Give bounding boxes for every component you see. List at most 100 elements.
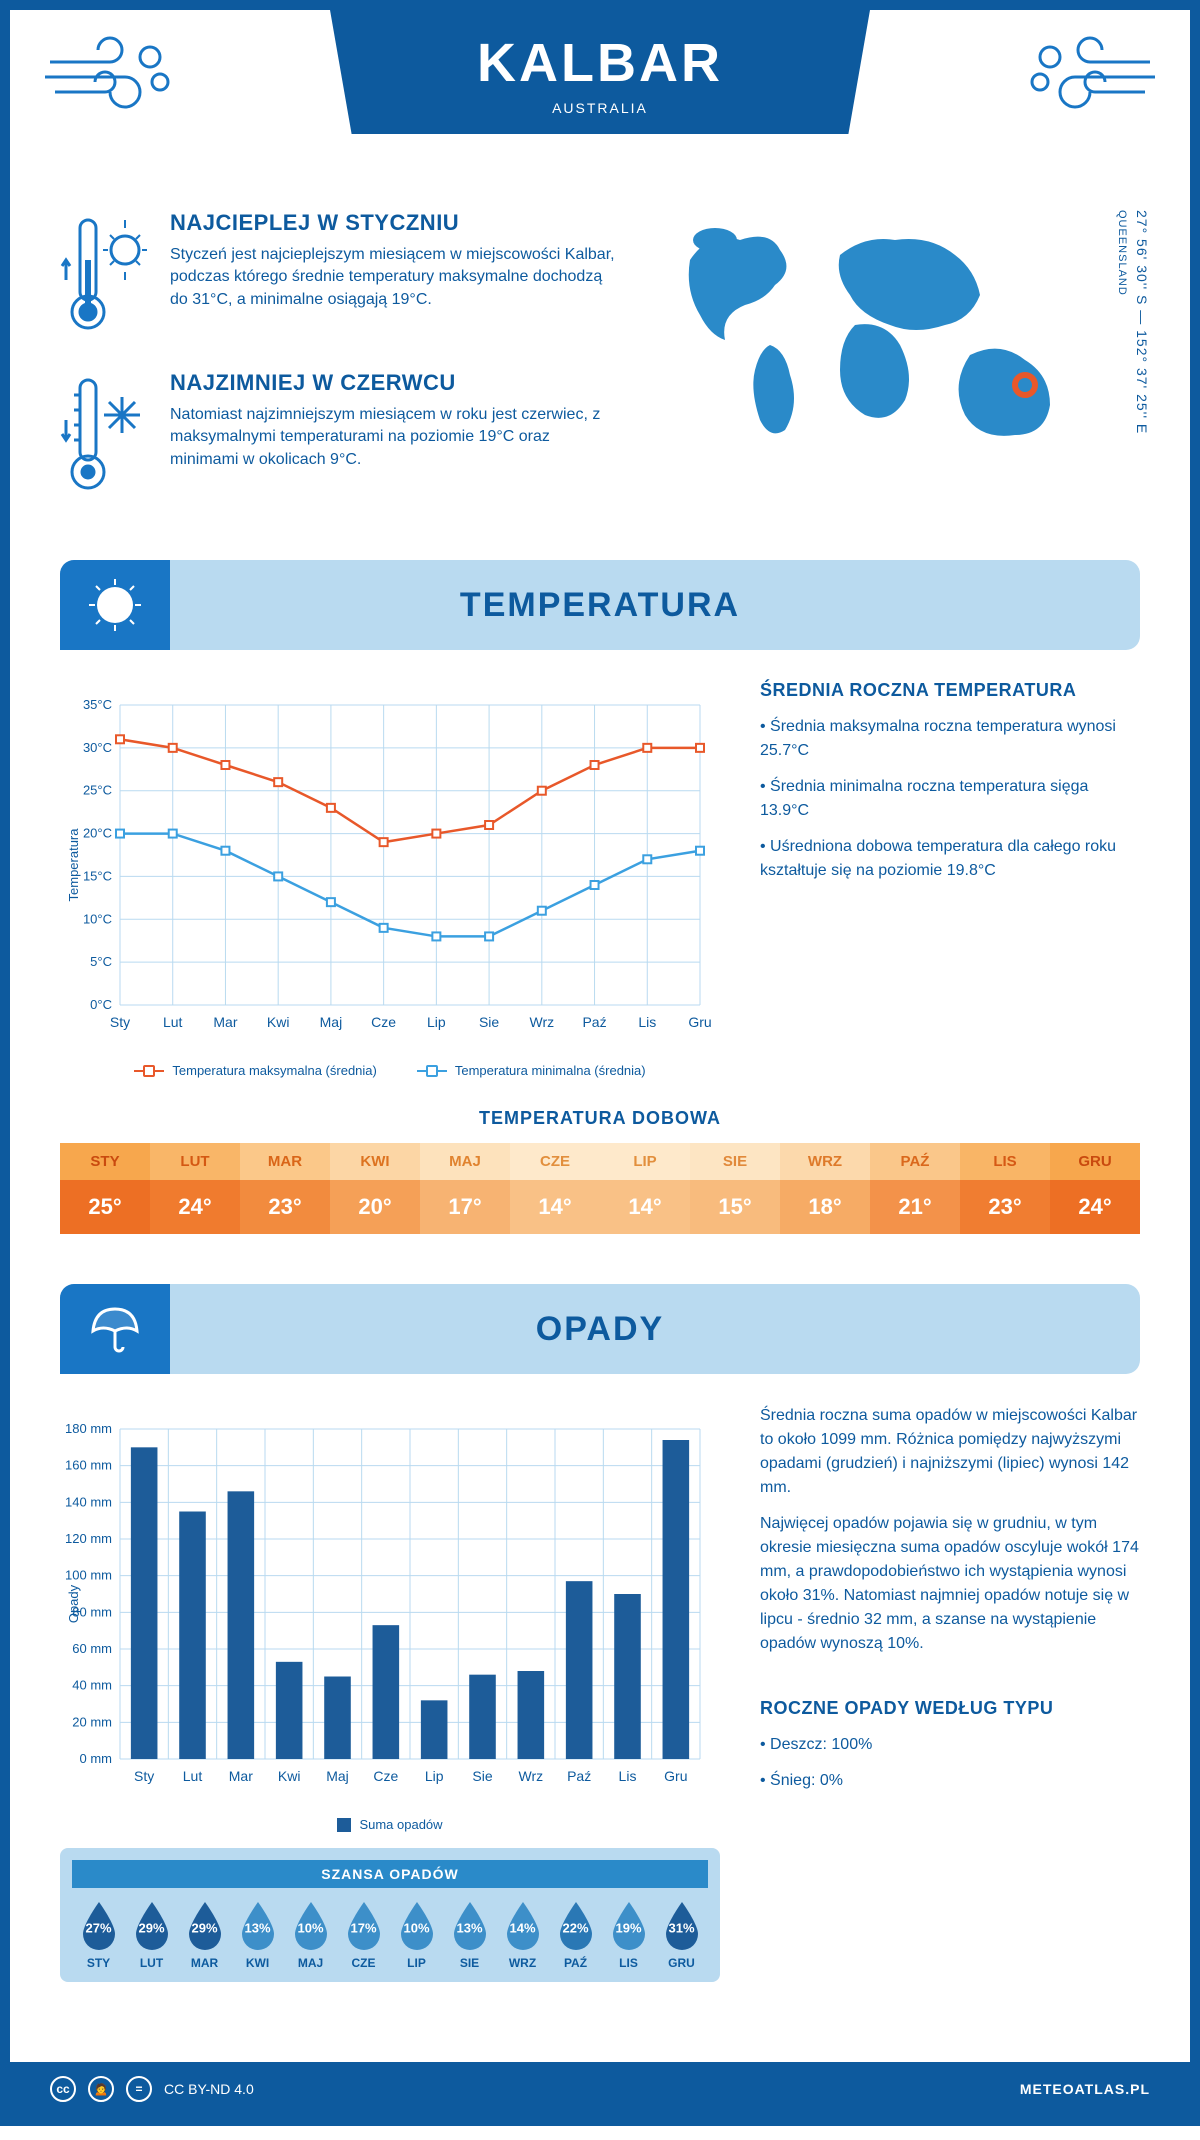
temp-table-month: GRU	[1050, 1143, 1140, 1180]
by-icon: 🙍	[88, 2076, 114, 2102]
raindrop-icon: 17%	[342, 1898, 386, 1952]
svg-text:20 mm: 20 mm	[72, 1714, 112, 1729]
daily-temp-table: STY25°LUT24°MAR23°KWI20°MAJ17°CZE14°LIP1…	[60, 1143, 1140, 1234]
legend-swatch-min	[417, 1070, 447, 1072]
rain-chance-pct: 13%	[244, 1920, 270, 1935]
coldest-text: NAJZIMNIEJ W CZERWCU Natomiast najzimnie…	[170, 370, 620, 500]
temperature-bullet: • Średnia minimalna roczna temperatura s…	[760, 775, 1140, 823]
section-header-temperature: TEMPERATURA	[60, 560, 1140, 650]
temp-table-col: LIP14°	[600, 1143, 690, 1234]
rain-chance-month: MAR	[183, 1956, 227, 1970]
precipitation-heading: OPADY	[536, 1310, 664, 1349]
coldest-block: NAJZIMNIEJ W CZERWCU Natomiast najzimnie…	[60, 370, 620, 500]
svg-text:Paź: Paź	[582, 1014, 606, 1030]
temp-table-col: SIE15°	[690, 1143, 780, 1234]
precip-type-bullet: • Śnieg: 0%	[760, 1769, 1140, 1793]
rain-chance-month: KWI	[236, 1956, 280, 1970]
rain-chance-pct: 19%	[615, 1920, 641, 1935]
rain-chance-month: STY	[77, 1956, 121, 1970]
region-label: QUEENSLAND	[1116, 210, 1128, 296]
svg-text:Sty: Sty	[110, 1014, 130, 1030]
temp-table-col: MAJ17°	[420, 1143, 510, 1234]
nd-icon: =	[126, 2076, 152, 2102]
rain-chance-item: 17%CZE	[342, 1898, 386, 1970]
raindrop-icon: 31%	[660, 1898, 704, 1952]
svg-text:140 mm: 140 mm	[65, 1494, 112, 1509]
rain-chance-pct: 10%	[403, 1920, 429, 1935]
svg-text:Lip: Lip	[427, 1014, 446, 1030]
rain-chance-month: SIE	[448, 1956, 492, 1970]
cc-icon: cc	[50, 2076, 76, 2102]
raindrop-icon: 13%	[448, 1898, 492, 1952]
temp-table-col: WRZ18°	[780, 1143, 870, 1234]
page: KALBAR AUSTRALIA NAJCIEPLEJ W STYCZNIU S…	[0, 0, 1200, 2126]
temp-table-month: MAJ	[420, 1143, 510, 1180]
svg-text:Lut: Lut	[163, 1014, 183, 1030]
coldest-desc: Natomiast najzimniejszym miesiącem w rok…	[170, 404, 620, 471]
world-map	[660, 210, 1090, 450]
footer-license: cc 🙍 = CC BY-ND 4.0	[50, 2076, 254, 2102]
thermometer-sun-icon	[60, 210, 150, 340]
raindrop-icon: 13%	[236, 1898, 280, 1952]
rain-chance-item: 10%MAJ	[289, 1898, 333, 1970]
rain-chance-pct: 17%	[350, 1920, 376, 1935]
svg-text:Maj: Maj	[326, 1768, 349, 1784]
precipitation-chart-box: 0 mm20 mm40 mm60 mm80 mm100 mm120 mm140 …	[60, 1404, 720, 1982]
svg-text:Cze: Cze	[371, 1014, 396, 1030]
svg-text:25°C: 25°C	[83, 783, 112, 798]
footer: cc 🙍 = CC BY-ND 4.0 METEOATLAS.PL	[10, 2062, 1190, 2116]
svg-text:Opady: Opady	[66, 1584, 81, 1623]
svg-text:Lis: Lis	[638, 1014, 656, 1030]
hottest-text: NAJCIEPLEJ W STYCZNIU Styczeń jest najci…	[170, 210, 620, 340]
svg-text:10°C: 10°C	[83, 911, 112, 926]
temperature-row: 0°C5°C10°C15°C20°C25°C30°C35°CStyLutMarK…	[60, 680, 1140, 1078]
svg-text:Wrz: Wrz	[530, 1014, 555, 1030]
legend-min-label: Temperatura minimalna (średnia)	[455, 1063, 646, 1078]
svg-text:5°C: 5°C	[90, 954, 112, 969]
raindrop-icon: 19%	[607, 1898, 651, 1952]
temperature-bullet: • Średnia maksymalna roczna temperatura …	[760, 715, 1140, 763]
umbrella-icon	[60, 1284, 170, 1374]
rain-chance-box: SZANSA OPADÓW 27%STY29%LUT29%MAR13%KWI10…	[60, 1848, 720, 1982]
svg-text:20°C: 20°C	[83, 826, 112, 841]
rain-chance-row: 27%STY29%LUT29%MAR13%KWI10%MAJ17%CZE10%L…	[72, 1898, 708, 1970]
sun-icon	[60, 560, 170, 650]
temp-table-month: SIE	[690, 1143, 780, 1180]
rain-chance-pct: 14%	[509, 1920, 535, 1935]
svg-text:0°C: 0°C	[90, 997, 112, 1012]
temp-table-value: 15°	[690, 1180, 780, 1234]
svg-text:Mar: Mar	[213, 1014, 237, 1030]
temperature-line-chart: 0°C5°C10°C15°C20°C25°C30°C35°CStyLutMarK…	[60, 680, 720, 1050]
svg-text:Lis: Lis	[619, 1768, 637, 1784]
svg-text:Gru: Gru	[664, 1768, 687, 1784]
rain-chance-month: WRZ	[501, 1956, 545, 1970]
legend-rain: Suma opadów	[337, 1817, 442, 1832]
svg-text:Paź: Paź	[567, 1768, 591, 1784]
temp-table-month: LUT	[150, 1143, 240, 1180]
content: NAJCIEPLEJ W STYCZNIU Styczeń jest najci…	[10, 180, 1190, 2062]
rain-chance-month: PAŹ	[554, 1956, 598, 1970]
temp-table-month: CZE	[510, 1143, 600, 1180]
svg-text:15°C: 15°C	[83, 868, 112, 883]
temp-table-value: 23°	[960, 1180, 1050, 1234]
rain-chance-pct: 29%	[138, 1920, 164, 1935]
temp-table-value: 23°	[240, 1180, 330, 1234]
temp-table-col: LUT24°	[150, 1143, 240, 1234]
legend-swatch-max	[134, 1070, 164, 1072]
rain-chance-item: 13% KWI	[236, 1898, 280, 1970]
rain-chance-item: 10%LIP	[395, 1898, 439, 1970]
temperature-info: ŚREDNIA ROCZNA TEMPERATURA • Średnia mak…	[760, 680, 1140, 1078]
temp-table-col: MAR23°	[240, 1143, 330, 1234]
wind-icon-right	[1020, 32, 1160, 112]
precipitation-para: Najwięcej opadów pojawia się w grudniu, …	[760, 1512, 1140, 1656]
rain-chance-item: 14% WRZ	[501, 1898, 545, 1970]
temperature-chart-box: 0°C5°C10°C15°C20°C25°C30°C35°CStyLutMarK…	[60, 680, 720, 1078]
temperature-legend: Temperatura maksymalna (średnia) Tempera…	[60, 1063, 720, 1078]
svg-text:100 mm: 100 mm	[65, 1568, 112, 1583]
svg-text:Sie: Sie	[479, 1014, 499, 1030]
temp-table-value: 21°	[870, 1180, 960, 1234]
temp-table-col: STY25°	[60, 1143, 150, 1234]
temp-table-month: KWI	[330, 1143, 420, 1180]
precipitation-row: 0 mm20 mm40 mm60 mm80 mm100 mm120 mm140 …	[60, 1404, 1140, 1982]
license-text: CC BY-ND 4.0	[164, 2081, 254, 2097]
